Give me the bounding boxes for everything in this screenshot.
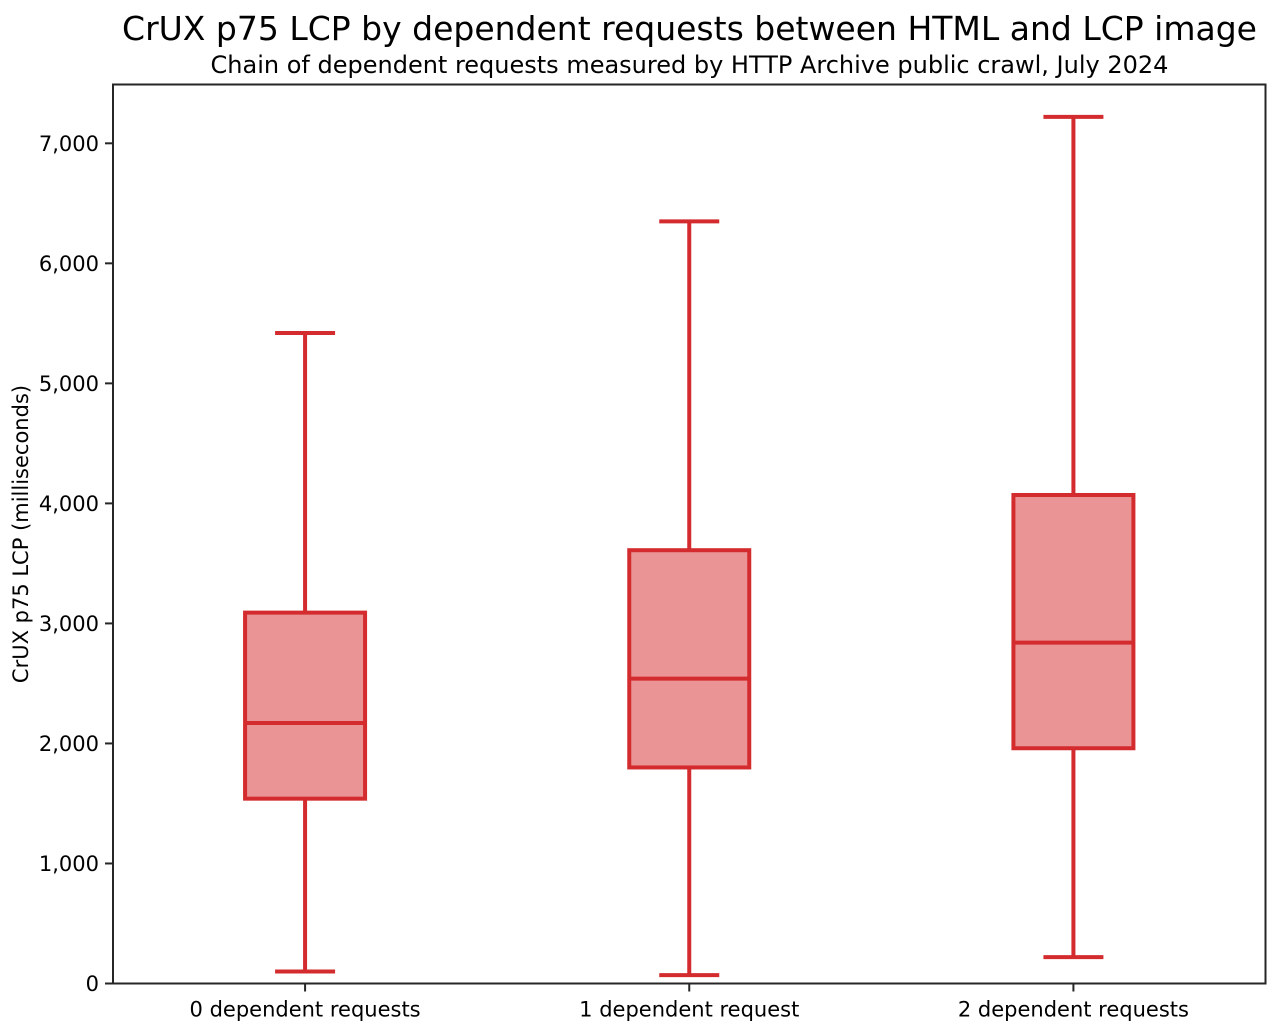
chart-title: CrUX p75 LCP by dependent requests betwe… <box>122 9 1257 48</box>
chart-subtitle: Chain of dependent requests measured by … <box>210 51 1169 79</box>
y-axis-tick-label: 7,000 <box>39 132 99 156</box>
y-axis-tick-label: 2,000 <box>39 732 99 756</box>
x-axis-tick-label: 2 dependent requests <box>958 998 1189 1022</box>
iqr-box <box>627 548 752 770</box>
x-axis-tick-label: 0 dependent requests <box>190 998 421 1022</box>
y-axis-tick-label: 6,000 <box>39 252 99 276</box>
y-axis-tick-label: 0 <box>86 972 99 996</box>
y-axis-label: CrUX p75 LCP (milliseconds) <box>9 385 33 683</box>
iqr-box <box>243 610 368 801</box>
x-axis-tick-label: 1 dependent request <box>579 998 799 1022</box>
y-axis-tick-label: 4,000 <box>39 492 99 516</box>
iqr-box <box>1011 492 1136 751</box>
plot-frame <box>112 83 1267 985</box>
y-axis-tick-label: 3,000 <box>39 612 99 636</box>
y-axis-tick-label: 5,000 <box>39 372 99 396</box>
y-axis-tick-label: 1,000 <box>39 852 99 876</box>
